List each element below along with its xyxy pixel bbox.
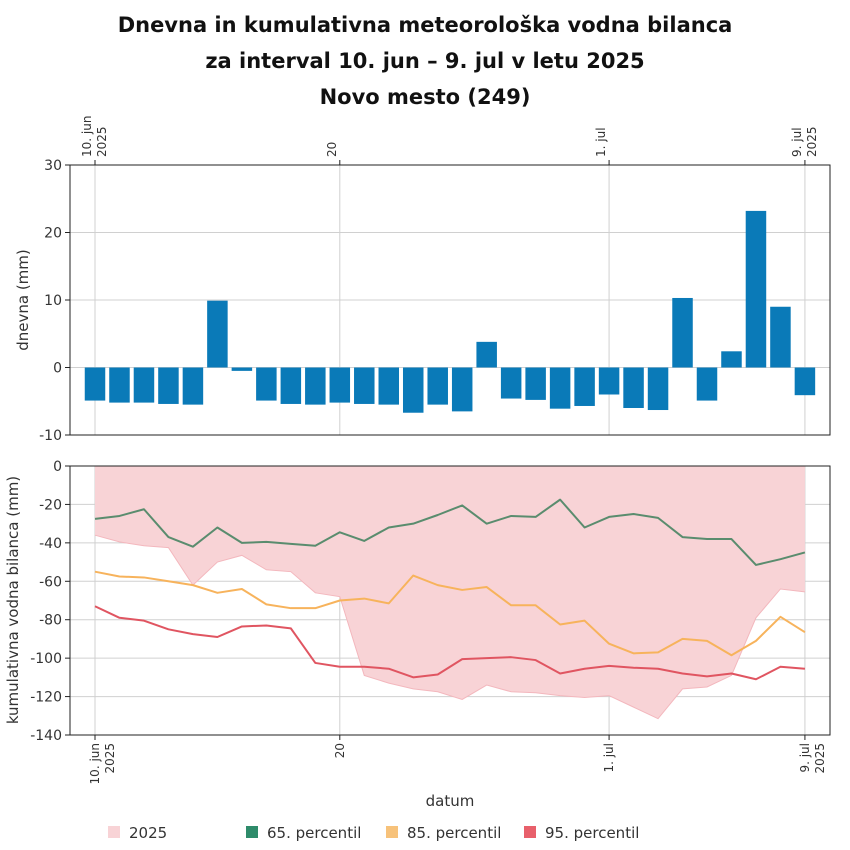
cumulative-lines — [94, 498, 806, 681]
cumulative-x-tick-year: 2025 — [103, 743, 117, 774]
cumulative-x-tick-label: 20 — [333, 743, 347, 758]
legend-item-3[interactable]: 85. percentil — [386, 824, 501, 842]
title-line-1: Dnevna in kumulativna meteorološka vodna… — [118, 13, 733, 37]
series-area-2025-edge — [94, 534, 805, 720]
cumulative-y-tick-label: -80 — [39, 613, 62, 629]
legend-swatch — [246, 826, 258, 838]
daily-bar-2025-07-05 — [696, 367, 718, 401]
daily-bar-2025-07-02 — [623, 367, 644, 408]
x-axis-label: datum — [426, 792, 475, 810]
daily-bars — [84, 210, 816, 413]
cumulative-area — [94, 466, 805, 720]
daily-bar-2025-06-13 — [158, 367, 179, 404]
cumulative-y-tick-label: -60 — [39, 574, 62, 590]
cumulative-y-tick-label: -120 — [30, 690, 62, 706]
daily-y-tick-label: -10 — [39, 428, 62, 444]
daily-bar-2025-06-29 — [549, 367, 571, 409]
daily-y-axis-label: dnevna (mm) — [14, 249, 32, 351]
daily-bar-2025-06-27 — [500, 367, 522, 399]
cumulative-y-axis-label: kumulativna vodna bilanca (mm) — [4, 476, 22, 724]
daily-bar-2025-07-03 — [647, 367, 669, 411]
legend: 2025 65. percentil 85. percentil 95. percen… — [108, 824, 639, 842]
daily-y-tick-label: 30 — [44, 158, 62, 174]
series-line-percentile-3 — [94, 605, 805, 681]
cumulative-y-tick-label: -40 — [39, 536, 62, 552]
daily-bar-2025-06-23 — [402, 367, 424, 413]
daily-bar-2025-07-07 — [745, 210, 767, 368]
daily-bar-2025-07-04 — [672, 297, 693, 368]
daily-bar-2025-06-17 — [256, 367, 277, 401]
legend-label: 2025 — [129, 824, 167, 842]
legend-swatch — [108, 826, 120, 838]
cumulative-y-ticks: -140 -120 -100 -80 -60 -40 -20 0 — [30, 459, 70, 744]
daily-y-tick-label: 0 — [53, 361, 62, 377]
cumulative-y-tick-label: -20 — [39, 497, 62, 513]
daily-x-tick-year: 2025 — [805, 126, 819, 157]
daily-bar-2025-06-20 — [329, 367, 351, 403]
cumulative-y-tick-label: 0 — [53, 459, 62, 475]
daily-bar-2025-06-16 — [231, 367, 253, 371]
daily-bar-2025-06-28 — [525, 367, 546, 400]
daily-bar-2025-07-01 — [598, 367, 620, 395]
daily-bar-2025-06-10 — [84, 367, 106, 401]
daily-bar-2025-07-08 — [770, 306, 791, 368]
daily-bar-2025-06-25 — [451, 367, 473, 412]
daily-bar-2025-06-18 — [280, 367, 302, 404]
daily-y-tick-label: 20 — [44, 226, 62, 242]
legend-swatch — [524, 826, 536, 838]
cumulative-y-tick-label: -100 — [30, 651, 62, 667]
legend-label: 95. percentil — [545, 824, 639, 842]
daily-x-tick-label: 20 — [325, 142, 339, 157]
daily-x-tick-label: 10. jun — [80, 116, 94, 157]
daily-bar-2025-06-26 — [476, 341, 497, 368]
legend-swatch — [386, 826, 398, 838]
daily-bar-2025-07-06 — [721, 351, 742, 368]
daily-bar-2025-06-12 — [133, 367, 155, 403]
daily-bar-2025-06-19 — [305, 367, 326, 405]
title-line-2: za interval 10. jun – 9. jul v letu 2025 — [205, 49, 644, 73]
daily-bar-2025-06-14 — [182, 367, 204, 405]
cumulative-x-tick-label: 9. jul — [798, 743, 812, 773]
daily-x-ticks: 10. jun 2025 20 1. jul 9. jul 2025 — [80, 116, 819, 165]
daily-x-tick-year: 2025 — [95, 126, 109, 157]
chart-title: Dnevna in kumulativna meteorološka vodna… — [118, 13, 733, 109]
cumulative-x-tick-year: 2025 — [813, 743, 827, 774]
daily-bar-2025-06-11 — [109, 367, 130, 403]
daily-bar-2025-06-30 — [574, 367, 595, 406]
legend-item-2[interactable]: 65. percentil — [246, 824, 361, 842]
cumulative-y-tick-label: -140 — [30, 728, 62, 744]
daily-bar-2025-06-22 — [378, 367, 400, 405]
series-line-percentile-2 — [94, 570, 806, 657]
daily-y-tick-label: 10 — [44, 293, 62, 309]
legend-label: 65. percentil — [267, 824, 361, 842]
daily-x-tick-label: 9. jul — [790, 127, 804, 157]
cumulative-x-tick-label: 10. jun — [88, 743, 102, 784]
legend-item-4[interactable]: 95. percentil — [524, 824, 639, 842]
daily-bar-2025-06-24 — [427, 367, 448, 405]
daily-x-tick-label: 1. jul — [594, 127, 608, 157]
daily-bar-2025-06-21 — [354, 367, 375, 404]
legend-label: 85. percentil — [407, 824, 501, 842]
cumulative-x-tick-label: 1. jul — [602, 743, 616, 773]
daily-bar-2025-07-09 — [794, 367, 816, 396]
series-line-percentile-1 — [94, 498, 806, 566]
daily-y-ticks: -10 0 10 20 30 — [39, 158, 70, 444]
title-line-3: Novo mesto (249) — [320, 85, 531, 109]
cumulative-panel-frame — [69, 465, 831, 736]
cumulative-x-ticks: 10. jun 2025 20 1. jul 9. jul 2025 — [88, 735, 827, 784]
daily-bar-2025-06-15 — [207, 300, 228, 368]
series-area-2025 — [95, 466, 805, 719]
legend-item-1[interactable]: 2025 — [108, 824, 167, 842]
cumulative-balance-panel: -140-120-100-80-60-40-200 10. jun 2025 20 1… — [4, 459, 831, 784]
